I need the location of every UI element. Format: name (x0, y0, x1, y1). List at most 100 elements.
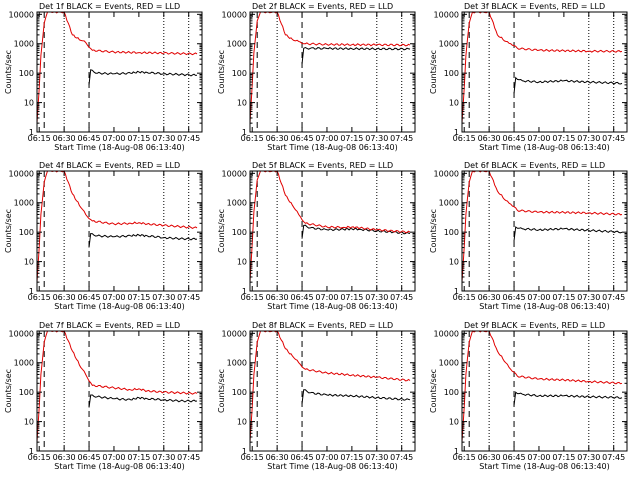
x-tick-label: 06:45 (291, 453, 314, 462)
y-tick-label: 100 (19, 388, 34, 397)
y-tick-label: 10 (449, 258, 459, 267)
x-tick-label: 06:45 (291, 134, 314, 143)
y-tick-label: 10000 (9, 329, 34, 338)
x-tick-label: 07:45 (602, 134, 625, 143)
panel-title: Det 9f BLACK = Events, RED = LLD (464, 321, 605, 330)
lld-series-line (249, 170, 411, 283)
plot-frame (249, 11, 416, 133)
lld-series-line (36, 170, 198, 283)
panel-title: Det 4f BLACK = Events, RED = LLD (39, 161, 180, 170)
x-tick-label: 07:15 (340, 453, 363, 462)
panel-title: Det 2f BLACK = Events, RED = LLD (252, 2, 393, 11)
x-tick-label: 06:15 (241, 134, 264, 143)
y-tick-label: 10 (24, 418, 34, 427)
y-tick-label: 10 (237, 418, 247, 427)
y-axis-label: Counts/sec (4, 50, 13, 94)
y-axis-label: Counts/sec (217, 369, 226, 413)
detector-panel-3: 1 10 100 1000 10000 06:15 06:30 06:45 07:00 07:15… (429, 2, 628, 152)
plot-frame (36, 330, 203, 452)
detector-panel-8: 1 10 100 1000 10000 06:15 06:30 06:45 07:00 07:15… (217, 321, 416, 471)
y-tick-label: 10000 (434, 10, 459, 19)
y-tick-label: 1000 (14, 40, 34, 49)
lld-series-line (461, 11, 623, 124)
x-tick-label: 07:30 (577, 453, 600, 462)
x-tick-label: 06:30 (266, 134, 289, 143)
panel-title: Det 3f BLACK = Events, RED = LLD (464, 2, 605, 11)
events-series-line (301, 389, 411, 404)
y-tick-label: 1 (454, 128, 459, 137)
detector-panel-4: 1 10 100 1000 10000 06:15 06:30 06:45 07:00 07:15… (4, 161, 203, 311)
x-tick-label: 07:45 (390, 293, 413, 302)
x-axis-label: Start Time (18-Aug-08 06:13:40) (479, 143, 610, 152)
y-tick-label: 10 (24, 258, 34, 267)
x-tick-label: 06:45 (78, 134, 101, 143)
x-tick-label: 07:30 (152, 134, 175, 143)
y-tick-label: 100 (232, 388, 247, 397)
y-tick-label: 1000 (14, 359, 34, 368)
y-tick-label: 10 (24, 99, 34, 108)
y-tick-label: 100 (19, 69, 34, 78)
y-tick-label: 100 (19, 228, 34, 237)
panel-title: Det 6f BLACK = Events, RED = LLD (464, 161, 605, 170)
x-tick-label: 07:30 (152, 453, 175, 462)
x-tick-label: 07:30 (365, 134, 388, 143)
y-axis-label: Counts/sec (4, 369, 13, 413)
events-series-line (301, 46, 411, 65)
events-series-line (513, 391, 623, 406)
lld-series-line (36, 330, 198, 443)
detector-panel-9: 1 10 100 1000 10000 06:15 06:30 06:45 07:00 07:15… (429, 321, 628, 471)
x-tick-label: 06:15 (453, 134, 476, 143)
y-tick-label: 100 (232, 228, 247, 237)
lld-series-line (36, 11, 198, 124)
events-series-line (88, 394, 198, 408)
x-axis-label: Start Time (18-Aug-08 06:13:40) (479, 302, 610, 311)
y-tick-label: 10000 (9, 169, 34, 178)
y-tick-label: 1000 (227, 359, 247, 368)
detector-panel-6: 1 10 100 1000 10000 06:15 06:30 06:45 07:00 07:15… (429, 161, 628, 311)
plot-frame (36, 170, 203, 292)
plot-frame (461, 170, 628, 292)
x-tick-label: 07:15 (552, 293, 575, 302)
x-axis-label: Start Time (18-Aug-08 06:13:40) (54, 462, 185, 471)
events-series-line (301, 224, 411, 239)
y-tick-label: 1 (242, 447, 247, 456)
x-tick-label: 07:00 (102, 134, 125, 143)
detector-panel-1: 1 10 100 1000 10000 06:15 06:30 06:45 07:00 07:15… (4, 2, 203, 152)
plot-frame (249, 170, 416, 292)
y-tick-label: 1 (29, 287, 34, 296)
y-tick-label: 1 (242, 287, 247, 296)
x-tick-label: 06:15 (453, 293, 476, 302)
y-tick-label: 10 (237, 258, 247, 267)
lld-series-line (461, 170, 623, 283)
x-tick-label: 06:15 (241, 293, 264, 302)
x-tick-label: 06:30 (478, 293, 501, 302)
lld-series-line (249, 11, 411, 124)
x-tick-label: 07:30 (577, 134, 600, 143)
y-tick-label: 10 (449, 99, 459, 108)
x-tick-label: 07:45 (602, 293, 625, 302)
y-tick-label: 1000 (439, 40, 459, 49)
x-tick-label: 07:15 (340, 293, 363, 302)
events-series-line (88, 69, 198, 85)
x-tick-label: 07:00 (315, 453, 338, 462)
x-tick-label: 07:00 (315, 293, 338, 302)
x-tick-label: 07:45 (177, 134, 200, 143)
y-tick-label: 10 (237, 99, 247, 108)
x-tick-label: 06:15 (28, 293, 51, 302)
detector-panel-7: 1 10 100 1000 10000 06:15 06:30 06:45 07:00 07:15… (4, 321, 203, 471)
y-tick-label: 10000 (222, 169, 247, 178)
x-tick-label: 07:00 (102, 453, 125, 462)
x-tick-label: 06:45 (503, 453, 526, 462)
y-tick-label: 100 (444, 69, 459, 78)
plot-frame (249, 330, 416, 452)
x-tick-label: 07:15 (127, 453, 150, 462)
x-tick-label: 07:00 (527, 453, 550, 462)
y-axis-label: Counts/sec (217, 209, 226, 253)
events-series-line (88, 232, 198, 248)
x-tick-label: 06:15 (241, 453, 264, 462)
x-tick-label: 06:15 (28, 453, 51, 462)
panel-title: Det 7f BLACK = Events, RED = LLD (39, 321, 180, 330)
panel-title: Det 1f BLACK = Events, RED = LLD (39, 2, 180, 11)
